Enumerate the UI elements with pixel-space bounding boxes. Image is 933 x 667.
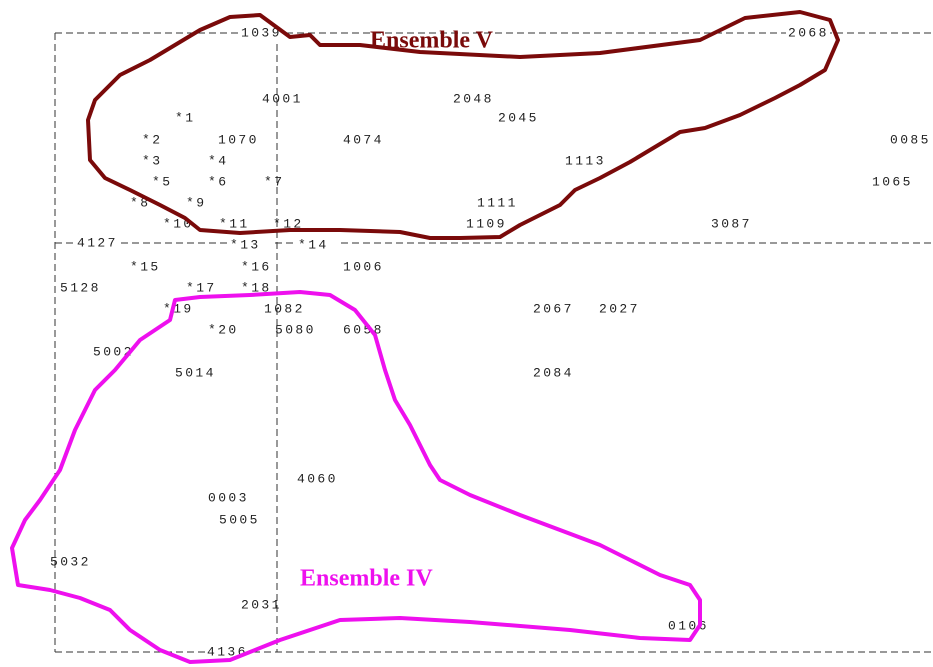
frame [54,32,933,653]
point-label: *18 [241,280,272,295]
point-label: *19 [163,301,194,316]
point-label: 2031 [241,597,282,612]
point-label: 1113 [565,153,606,168]
point-label: 1109 [466,216,507,231]
point-label: 1065 [872,174,913,189]
point-label: *3 [142,153,162,168]
point-label: 0003 [208,490,249,505]
label-backdrop [75,235,119,251]
point-label: 4074 [343,132,384,147]
point-label: 2067 [533,301,574,316]
point-label: 6058 [343,322,384,337]
point-label: *15 [130,259,161,274]
outline-ensemble-v [86,10,840,240]
point-label: 1039 [241,25,282,40]
point-label: *16 [241,259,272,274]
label-backdrop [296,237,340,253]
point-label: *13 [230,237,261,252]
point-label: *17 [186,280,217,295]
point-label: 0106 [668,618,709,633]
point-label: *6 [208,174,228,189]
point-label: 2068 [788,25,829,40]
point-label: 5005 [219,512,260,527]
point-label: 5014 [175,365,216,380]
outline-ensemble-iv [10,290,702,664]
point-label: 2048 [453,91,494,106]
point-label: 2084 [533,365,574,380]
point-label: *7 [264,174,284,189]
point-label: *11 [219,216,250,231]
point-label: 3087 [711,216,752,231]
point-label: *5 [152,174,172,189]
point-label: *14 [298,237,329,252]
point-label: 5032 [50,554,91,569]
point-label: *2 [142,132,162,147]
label-backdrop [786,25,830,41]
point-label: 5002 [93,344,134,359]
point-label: *10 [163,216,194,231]
point-label: 4060 [297,471,338,486]
point-label: 1070 [218,132,259,147]
ensemble-title: Ensemble V [370,28,494,54]
point-label: 0085 [890,132,931,147]
point-label: *8 [130,195,150,210]
point-label: 4001 [262,91,303,106]
point-label: 5128 [60,280,101,295]
point-label: *1 [175,110,195,125]
label-backdrop [228,237,272,253]
point-label: *4 [208,153,228,168]
point-label: 1082 [264,301,305,316]
ensemble-title: Ensemble IV [300,566,433,592]
point-label: 1006 [343,259,384,274]
point-label: 4127 [77,235,118,250]
point-label: 1111 [477,195,518,210]
label-backdrop [239,25,283,41]
point-label: *12 [273,216,304,231]
point-label: 5080 [275,322,316,337]
point-label: 2027 [599,301,640,316]
point-label: *20 [208,322,239,337]
point-label: 2045 [498,110,539,125]
point-label: *9 [186,195,206,210]
